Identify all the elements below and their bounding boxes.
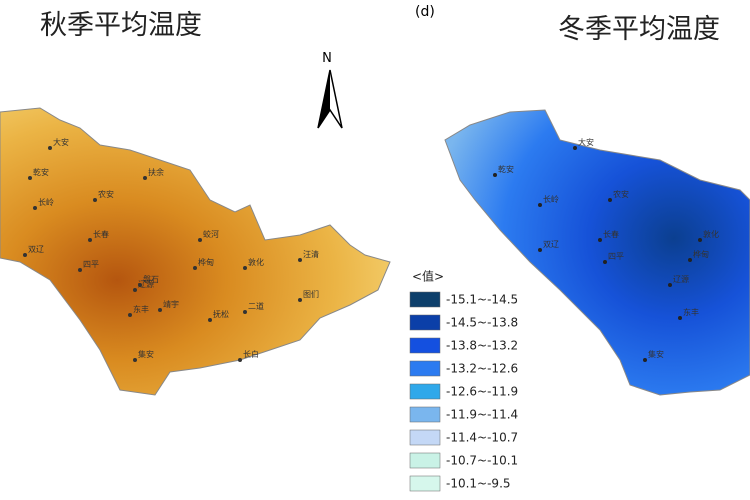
place-dot — [598, 238, 602, 242]
legend-label: -11.4~-10.7 — [446, 431, 518, 445]
place-label: 乾安 — [33, 167, 49, 177]
place-dot — [128, 313, 132, 317]
place-dot — [698, 238, 702, 242]
place-dot — [133, 288, 137, 292]
place-label: 长岭 — [543, 194, 559, 204]
arrow-fill — [318, 70, 330, 128]
legend-swatch — [409, 429, 441, 446]
place-label: 桦甸 — [198, 257, 214, 267]
place-label: 大安 — [578, 137, 594, 147]
place-dot — [33, 206, 37, 210]
place-label: 大安 — [53, 137, 69, 147]
place-dot — [538, 203, 542, 207]
north-arrow: N — [317, 51, 343, 129]
place-label: 长春 — [603, 229, 619, 239]
place-label: 扶余 — [148, 167, 164, 177]
legend-swatch — [409, 383, 441, 400]
place-label: 敦化 — [703, 229, 719, 239]
left-title: 秋季平均温度 — [40, 10, 202, 41]
legend-swatch — [409, 406, 441, 423]
place-dot — [238, 358, 242, 362]
place-dot — [198, 238, 202, 242]
legend-label: -13.8~-13.2 — [446, 339, 518, 353]
legend-swatch — [409, 475, 441, 492]
place-label: 双辽 — [28, 245, 44, 254]
legend-swatch — [409, 337, 441, 354]
place-label: 二道 — [248, 301, 264, 311]
place-label: 四平 — [83, 260, 99, 269]
place-label: 集安 — [138, 349, 154, 359]
legend-label: -11.9~-11.4 — [446, 408, 518, 422]
place-dot — [243, 310, 247, 314]
north-label: N — [322, 51, 332, 66]
place-label: 四平 — [608, 252, 624, 261]
place-dot — [688, 258, 692, 262]
place-dot — [23, 253, 27, 257]
place-dot — [28, 176, 32, 180]
place-dot — [193, 266, 197, 270]
place-dot — [493, 173, 497, 177]
place-label: 农安 — [98, 189, 114, 199]
autumn-map — [0, 107, 391, 396]
place-label: 辽源 — [673, 275, 689, 284]
place-dot — [88, 238, 92, 242]
place-dot — [158, 308, 162, 312]
place-label: 东丰 — [133, 304, 149, 314]
place-label: 蛟河 — [203, 229, 219, 239]
place-dot — [538, 248, 542, 252]
legend-label: -12.6~-11.9 — [446, 385, 518, 399]
place-dot — [243, 266, 247, 270]
place-dot — [48, 146, 52, 150]
place-label: 农安 — [613, 189, 629, 199]
place-label: 靖宇 — [163, 299, 179, 309]
place-label: 敦化 — [248, 257, 264, 267]
place-dot — [678, 316, 682, 320]
legend: <值> -15.1~-14.5 -14.5~-13.8 -13.8~-13.2 -13… — [409, 269, 518, 492]
place-label: 桦甸 — [693, 249, 709, 259]
legend-title: <值> — [412, 269, 444, 284]
right-title: 冬季平均温度 — [558, 14, 720, 45]
place-dot — [143, 176, 147, 180]
place-label: 乾安 — [498, 164, 514, 174]
place-label: 汪清 — [303, 249, 319, 259]
place-label: 长白 — [243, 349, 259, 359]
legend-swatch — [409, 452, 441, 469]
place-label: 东丰 — [683, 307, 699, 317]
winter-map — [444, 109, 750, 396]
legend-swatch — [409, 360, 441, 377]
place-dot — [608, 198, 612, 202]
place-label: 图们 — [303, 289, 319, 299]
place-label: 长春 — [93, 229, 109, 239]
legend-label: -10.7~-10.1 — [446, 454, 518, 468]
place-label: 双辽 — [543, 240, 559, 249]
place-dot — [573, 146, 577, 150]
place-label: 长岭 — [38, 197, 54, 207]
legend-swatch — [409, 314, 441, 331]
place-label: 抚松 — [213, 309, 229, 319]
place-dot — [208, 318, 212, 322]
place-label: 集安 — [648, 349, 664, 359]
legend-label: -13.2~-12.6 — [446, 362, 518, 376]
legend-swatch — [409, 291, 441, 308]
place-dot — [668, 283, 672, 287]
place-dot — [93, 198, 97, 202]
place-dot — [138, 283, 142, 287]
place-dot — [298, 258, 302, 262]
legend-label: -10.1~-9.5 — [446, 477, 511, 491]
place-dot — [643, 358, 647, 362]
place-dot — [78, 268, 82, 272]
panel-label: (d) — [415, 4, 435, 20]
place-label: 辽源 — [138, 280, 154, 289]
place-dot — [298, 298, 302, 302]
legend-label: -14.5~-13.8 — [446, 316, 518, 330]
legend-label: -15.1~-14.5 — [446, 293, 518, 307]
place-label: 磐石 — [143, 274, 159, 284]
place-dot — [133, 358, 137, 362]
place-dot — [603, 260, 607, 264]
